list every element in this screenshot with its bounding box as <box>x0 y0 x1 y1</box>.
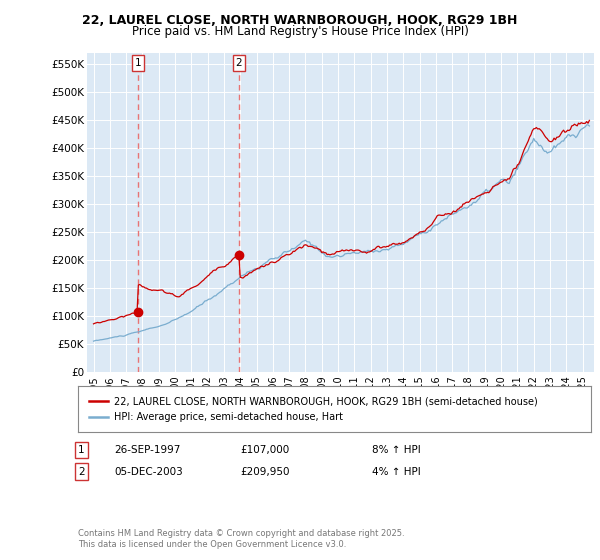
Text: 2: 2 <box>78 466 85 477</box>
Legend: 22, LAUREL CLOSE, NORTH WARNBOROUGH, HOOK, RG29 1BH (semi-detached house), HPI: : 22, LAUREL CLOSE, NORTH WARNBOROUGH, HOO… <box>83 391 544 428</box>
Text: 22, LAUREL CLOSE, NORTH WARNBOROUGH, HOOK, RG29 1BH: 22, LAUREL CLOSE, NORTH WARNBOROUGH, HOO… <box>82 14 518 27</box>
Text: Price paid vs. HM Land Registry's House Price Index (HPI): Price paid vs. HM Land Registry's House … <box>131 25 469 38</box>
Text: £107,000: £107,000 <box>240 445 289 455</box>
Text: 26-SEP-1997: 26-SEP-1997 <box>114 445 181 455</box>
Text: 1: 1 <box>78 445 85 455</box>
Text: 8% ↑ HPI: 8% ↑ HPI <box>372 445 421 455</box>
Text: £209,950: £209,950 <box>240 466 290 477</box>
Text: 05-DEC-2003: 05-DEC-2003 <box>114 466 183 477</box>
Text: 2: 2 <box>236 58 242 68</box>
Text: 1: 1 <box>135 58 142 68</box>
Text: Contains HM Land Registry data © Crown copyright and database right 2025.
This d: Contains HM Land Registry data © Crown c… <box>78 529 404 549</box>
Text: 4% ↑ HPI: 4% ↑ HPI <box>372 466 421 477</box>
